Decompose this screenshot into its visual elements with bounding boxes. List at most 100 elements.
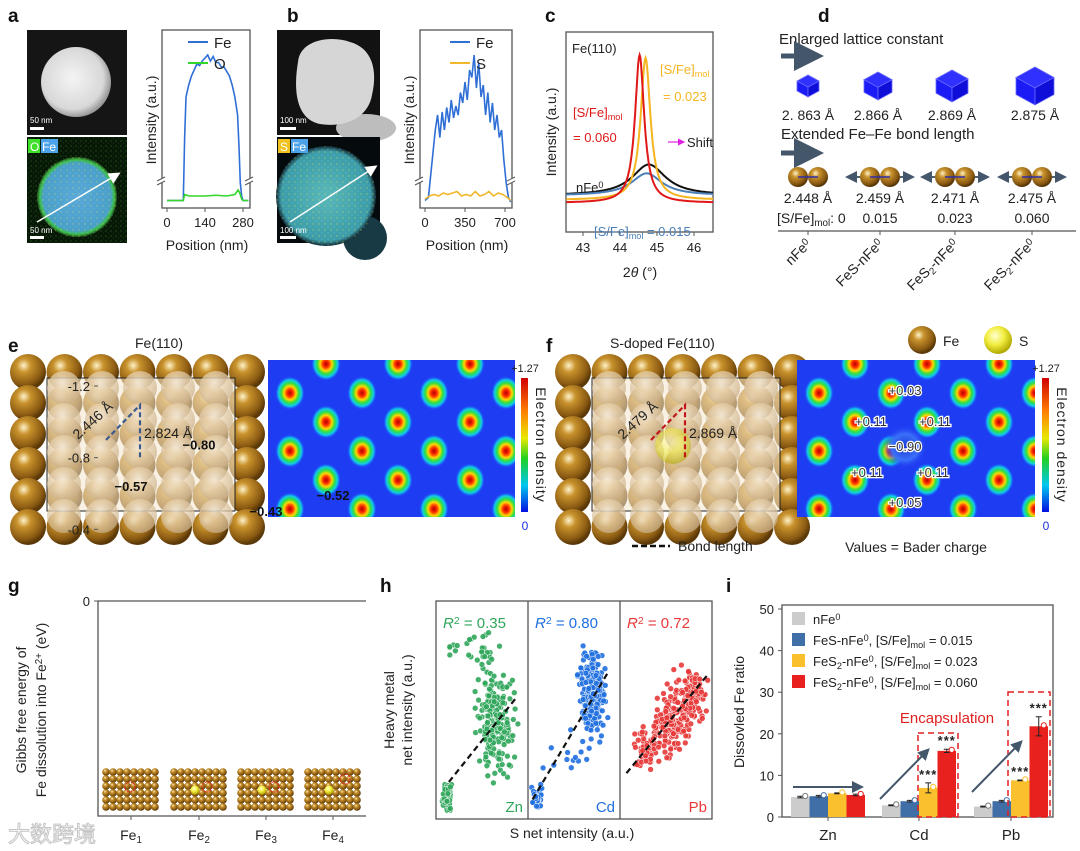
data-point [500, 770, 507, 777]
legend-s: S [1019, 333, 1028, 349]
replicate-point [857, 790, 864, 798]
fe-atom-icon [325, 775, 333, 783]
data-point [635, 737, 642, 744]
map-label-o: O [30, 140, 39, 154]
fe-atom-icon [116, 768, 124, 776]
legend-swatch-o [28, 139, 40, 153]
fe-atom-legend-icon [908, 326, 936, 354]
fe-atom-icon [346, 789, 354, 797]
fe-atom-icon [123, 371, 157, 405]
density-peak [804, 434, 834, 468]
bond-title: Extended Fe–Fe bond length [781, 126, 974, 143]
bond-length-label: 2.475 Å [1008, 190, 1057, 206]
data-point [488, 750, 495, 757]
fe-atom-icon [137, 803, 145, 811]
trend-arrow-icon [971, 740, 1023, 793]
fe-atom-icon [191, 775, 199, 783]
density-peak [383, 360, 413, 381]
fe-atom-icon [279, 775, 287, 783]
s-doped-fe110-slab: 2.479 Å 2.869 Å [555, 354, 810, 545]
data-point [484, 772, 491, 779]
density-peak [311, 405, 341, 439]
text-segment: FeS [813, 654, 837, 669]
fe-atom-icon [212, 803, 220, 811]
fe-atom-icon [102, 789, 110, 797]
x-tick-label: 0 [163, 215, 170, 230]
fe-atom-icon [102, 768, 110, 776]
fe-atom-icon [744, 467, 778, 501]
error-bar [925, 782, 932, 794]
lattice-cube-icon [935, 69, 969, 103]
data-point [476, 757, 483, 765]
bader-charge-label: −0.90 [889, 439, 922, 454]
stem-image-b: 100 nm [277, 30, 396, 142]
fe-atom-icon [244, 796, 252, 804]
fe-atom-icon [706, 435, 740, 469]
data-point [490, 779, 497, 787]
colorbar-min-label: 0 [522, 519, 529, 533]
fe-atom-icon [244, 803, 252, 811]
fe-atom-icon [774, 509, 810, 545]
data-point [676, 746, 683, 753]
density-peak [383, 521, 413, 555]
significance-label: *** [1011, 764, 1029, 779]
data-point [600, 691, 608, 698]
data-point [670, 666, 677, 673]
fe-atom-icon [279, 782, 287, 790]
x-tick-label: 140 [194, 215, 216, 230]
data-point [593, 680, 600, 687]
bader-charge-label: +0.03 [889, 383, 922, 398]
data-point [682, 739, 689, 747]
density-peak [491, 376, 515, 410]
legend-label: FeS2-nFe0, [S/Fe]mol = 0.023 [813, 654, 978, 671]
fe-atom-icon [668, 371, 702, 405]
fe-atom-icon [353, 782, 361, 790]
legend-label-s: S [476, 56, 486, 73]
x-tick-label: 0 [421, 215, 428, 230]
axis-break-icon [244, 176, 254, 186]
fe-atom-icon [177, 796, 185, 804]
shift-annotation: Shift [687, 135, 713, 150]
fe-atom-icon [325, 796, 333, 804]
slab-inset-icon [237, 768, 294, 811]
x-tick-label: Zn [819, 827, 837, 844]
text-segment: = 0.015 [925, 633, 972, 648]
density-peak [347, 318, 377, 352]
y-axis-label-line1: Gibbs free energy of [13, 646, 29, 773]
text-segment: mol [629, 231, 644, 241]
axes [97, 601, 366, 817]
y-axis-label: Dissovled Fe ratio [731, 656, 747, 768]
density-peak [203, 318, 233, 352]
fe-atom-icon [311, 768, 319, 776]
colorbar-max-label: +1.27 [511, 363, 539, 375]
fe-atom-icon [109, 803, 117, 811]
density-peak [1020, 492, 1035, 517]
scalebar-label: 100 nm [280, 226, 307, 235]
replicate-point [893, 801, 900, 808]
series-value-0023: = 0.023 [663, 89, 707, 104]
data-point [592, 672, 600, 679]
fe-atom-icon [318, 768, 326, 776]
map-label-s: S [280, 140, 288, 154]
fe-fe-bond-icon [845, 167, 915, 187]
text-segment: mol [916, 682, 931, 692]
data-point [670, 705, 677, 712]
data-point [602, 682, 609, 689]
fe-atom-icon [123, 467, 157, 501]
density-peak [797, 360, 798, 371]
y-tick-label: 30 [760, 685, 774, 700]
fe-atom-icon [198, 803, 206, 811]
data-point [688, 712, 695, 719]
data-point [491, 698, 498, 705]
axis-break-icon [506, 176, 516, 186]
cube-right [951, 78, 969, 103]
fe-atom-icon [130, 789, 138, 797]
data-point [604, 714, 611, 721]
bader-charge-label: +0.11 [851, 465, 883, 480]
density-peak [383, 405, 413, 439]
text-segment: 2+ [34, 653, 45, 664]
density-peak [491, 492, 515, 517]
series-label-0060: [S/Fe]mol [573, 105, 622, 122]
data-point [505, 737, 512, 745]
fe-atom-icon [170, 803, 178, 811]
